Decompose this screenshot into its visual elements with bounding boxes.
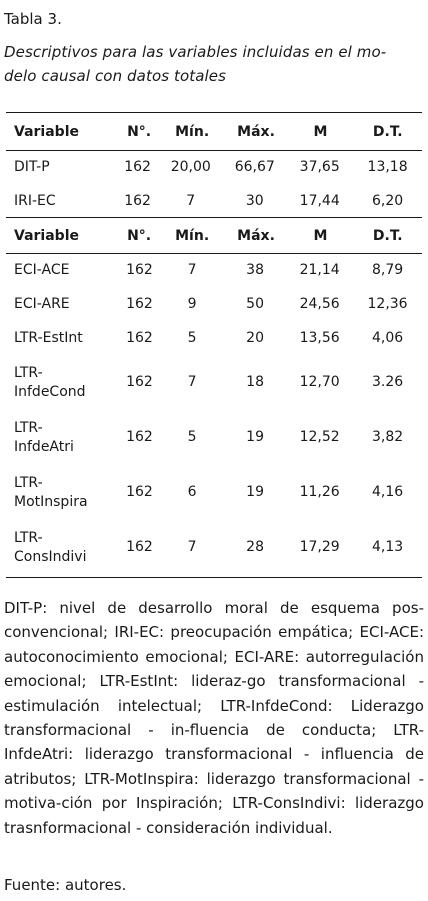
table-row: LTR-EstInt 162 5 20 13,56 4,06 — [6, 321, 422, 355]
header-variable: Variable — [14, 124, 79, 140]
cell-m: 11,26 — [299, 484, 340, 500]
table-row: LTR- ConsIndivi 162 7 28 17,29 4,13 — [6, 520, 422, 575]
table-bottom-rule — [6, 577, 422, 578]
header-min: Mín. — [175, 124, 210, 140]
table-row: ECI-ACE 162 7 38 21,14 8,79 — [6, 253, 422, 287]
cell-dt: 8,79 — [371, 262, 404, 278]
header-m: M — [313, 228, 328, 244]
cell-n: 162 — [124, 159, 151, 175]
cell-dt: 13,18 — [367, 159, 408, 175]
cell-n: 162 — [126, 374, 153, 390]
cell-dt: 3.26 — [371, 374, 404, 390]
cell-n: 162 — [124, 193, 151, 209]
cell-m: 12,52 — [299, 429, 340, 445]
cell-variable: IRI-EC — [14, 193, 56, 209]
cell-dt: 6,20 — [372, 193, 404, 209]
header-dt: D.T. — [372, 228, 403, 244]
cell-dt: 4,06 — [371, 330, 404, 346]
table-group-1: DIT-P 162 20,00 66,67 37,65 13,18 IRI-EC… — [6, 150, 422, 218]
header-max: Máx. — [237, 228, 275, 244]
table-header-2: Variable N°. Mín. Máx. M D.T. — [6, 216, 422, 256]
table-top-rule — [6, 112, 422, 113]
cell-variable: LTR- InfdeCond — [6, 355, 119, 410]
table-row: LTR- InfdeAtri 162 5 19 12,52 3,82 — [6, 410, 422, 465]
header-dt: D.T. — [372, 124, 403, 140]
cell-variable-line-1: LTR- — [14, 529, 43, 546]
cell-dt: 4,13 — [371, 539, 404, 555]
cell-max: 50 — [246, 296, 264, 312]
cell-variable-line-1: LTR- — [14, 364, 43, 381]
header-n: N°. — [127, 124, 152, 140]
cell-m: 24,56 — [299, 296, 340, 312]
header-variable: Variable — [14, 228, 79, 244]
cell-m: 37,65 — [299, 159, 340, 175]
group-1-rule — [6, 217, 422, 218]
cell-variable: LTR- MotInspira — [6, 465, 119, 520]
cell-min: 7 — [187, 374, 197, 390]
cell-min: 9 — [187, 296, 197, 312]
cell-dt: 4,16 — [371, 484, 404, 500]
table-row: DIT-P 162 20,00 66,67 37,65 13,18 — [6, 150, 422, 184]
header-n: N°. — [127, 228, 152, 244]
cell-min: 5 — [187, 429, 197, 445]
table-notes: DIT-P: nivel de desarrollo moral de esqu… — [4, 599, 424, 837]
header-max: Máx. — [237, 124, 275, 140]
cell-variable-line-1: LTR- — [14, 419, 43, 436]
table-subtitle-line-1: Descriptivos para las variables incluida… — [4, 43, 387, 61]
cell-max: 19 — [246, 484, 264, 500]
cell-max: 28 — [246, 539, 264, 555]
cell-variable: LTR- InfdeAtri — [6, 410, 119, 465]
cell-n: 162 — [126, 429, 153, 445]
cell-m: 17,44 — [299, 193, 340, 209]
cell-m: 21,14 — [299, 262, 340, 278]
cell-variable-line-2: MotInspira — [14, 493, 88, 510]
table-caption: Tabla 3. — [4, 10, 62, 28]
cell-dt: 12,36 — [367, 296, 408, 312]
cell-max: 30 — [245, 193, 264, 209]
cell-min: 20,00 — [170, 159, 211, 175]
cell-n: 162 — [126, 484, 153, 500]
cell-max: 38 — [246, 262, 264, 278]
cell-n: 162 — [126, 539, 153, 555]
cell-variable: ECI-ARE — [14, 296, 70, 312]
cell-variable-line-2: InfdeAtri — [14, 438, 74, 455]
table-source: Fuente: autores. — [4, 876, 127, 894]
table-row: IRI-EC 162 7 30 17,44 6,20 — [6, 184, 422, 218]
cell-m: 17,29 — [299, 539, 340, 555]
cell-min: 6 — [187, 484, 197, 500]
cell-min: 7 — [187, 262, 197, 278]
cell-max: 19 — [246, 429, 264, 445]
cell-variable-line-2: ConsIndivi — [14, 548, 87, 565]
cell-n: 162 — [126, 262, 153, 278]
cell-min: 7 — [187, 539, 197, 555]
cell-variable-line-1: LTR- — [14, 474, 43, 491]
cell-variable-line-2: InfdeCond — [14, 383, 86, 400]
cell-min: 5 — [187, 330, 197, 346]
cell-max: 20 — [246, 330, 264, 346]
table-row: LTR- MotInspira 162 6 19 11,26 4,16 — [6, 465, 422, 520]
table-row: ECI-ARE 162 9 50 24,56 12,36 — [6, 287, 422, 321]
cell-n: 162 — [126, 330, 153, 346]
cell-min: 7 — [186, 193, 196, 209]
header-min: Mín. — [175, 228, 210, 244]
cell-variable: LTR- ConsIndivi — [6, 520, 119, 575]
cell-max: 18 — [246, 374, 264, 390]
table-subtitle-line-2: delo causal con datos totales — [4, 67, 227, 85]
cell-m: 13,56 — [299, 330, 340, 346]
header-2-rule — [6, 253, 422, 254]
table-row: LTR- InfdeCond 162 7 18 12,70 3.26 — [6, 355, 422, 410]
header-m: M — [313, 124, 328, 140]
header-1-rule — [6, 150, 422, 151]
cell-n: 162 — [126, 296, 153, 312]
cell-m: 12,70 — [299, 374, 340, 390]
table-group-2: ECI-ACE 162 7 38 21,14 8,79 ECI-ARE 162 … — [6, 253, 422, 575]
cell-dt: 3,82 — [371, 429, 404, 445]
cell-variable: LTR-EstInt — [14, 330, 83, 346]
cell-variable: ECI-ACE — [14, 262, 70, 278]
table-subtitle: Descriptivos para las variables incluida… — [4, 40, 424, 88]
table-header-1: Variable N°. Mín. Máx. M D.T. — [6, 112, 422, 152]
cell-variable: DIT-P — [14, 159, 50, 175]
cell-max: 66,67 — [234, 159, 275, 175]
